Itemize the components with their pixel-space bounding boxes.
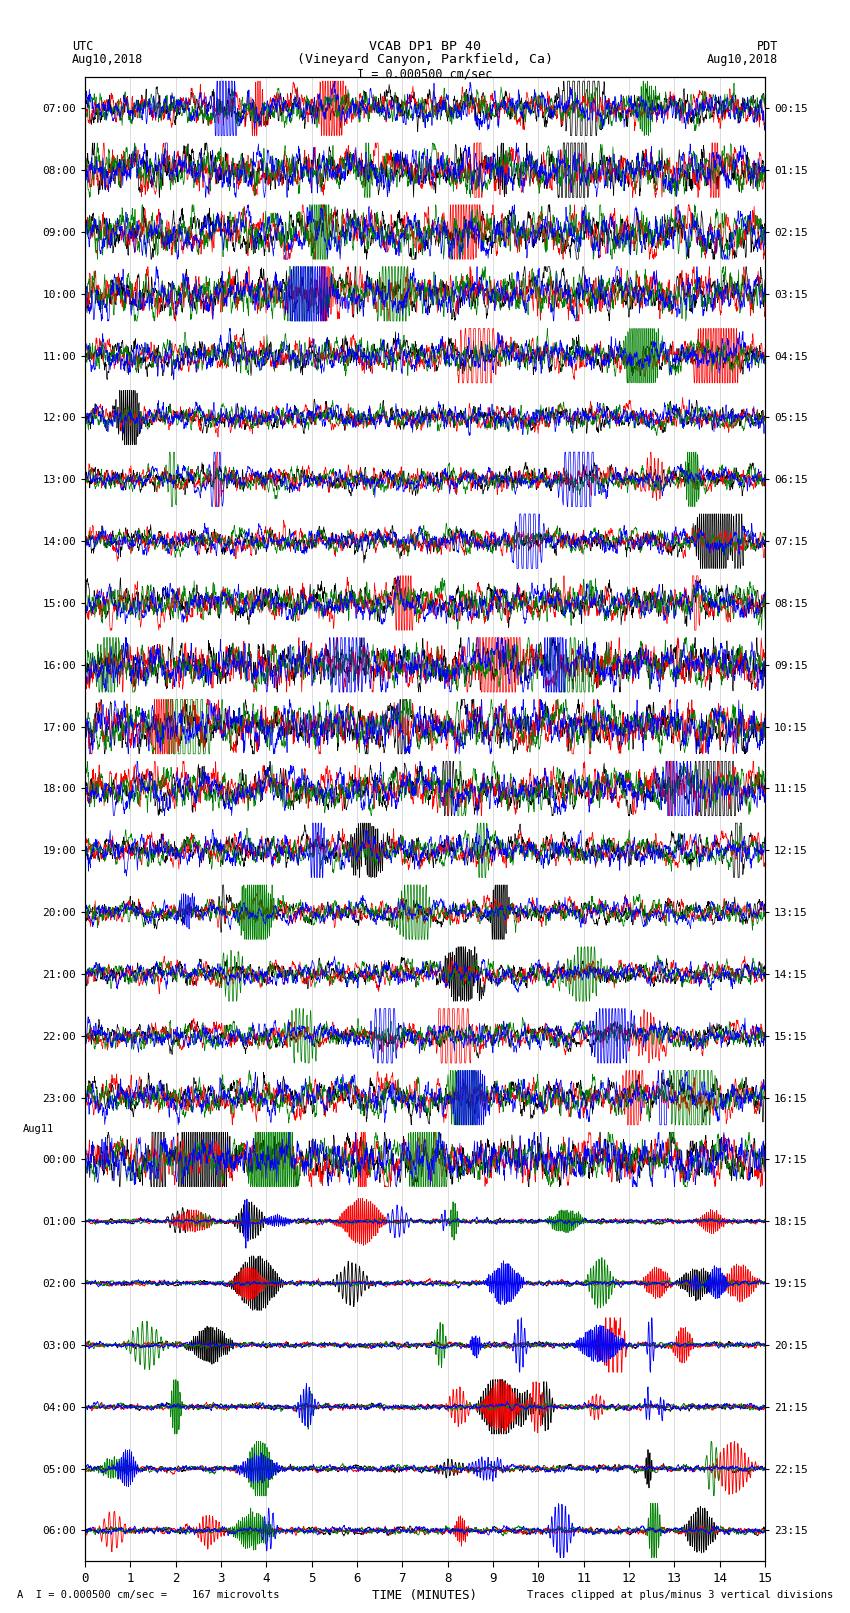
Text: PDT: PDT [756, 40, 778, 53]
Text: UTC: UTC [72, 40, 94, 53]
Text: (Vineyard Canyon, Parkfield, Ca): (Vineyard Canyon, Parkfield, Ca) [297, 53, 553, 66]
X-axis label: TIME (MINUTES): TIME (MINUTES) [372, 1589, 478, 1602]
Text: Aug11: Aug11 [22, 1124, 54, 1134]
Text: Aug10,2018: Aug10,2018 [706, 53, 778, 66]
Text: A  I = 0.000500 cm/sec =    167 microvolts: A I = 0.000500 cm/sec = 167 microvolts [17, 1590, 280, 1600]
Text: I = 0.000500 cm/sec: I = 0.000500 cm/sec [357, 68, 493, 81]
Text: VCAB DP1 BP 40: VCAB DP1 BP 40 [369, 40, 481, 53]
Text: Aug10,2018: Aug10,2018 [72, 53, 144, 66]
Text: Traces clipped at plus/minus 3 vertical divisions: Traces clipped at plus/minus 3 vertical … [527, 1590, 833, 1600]
